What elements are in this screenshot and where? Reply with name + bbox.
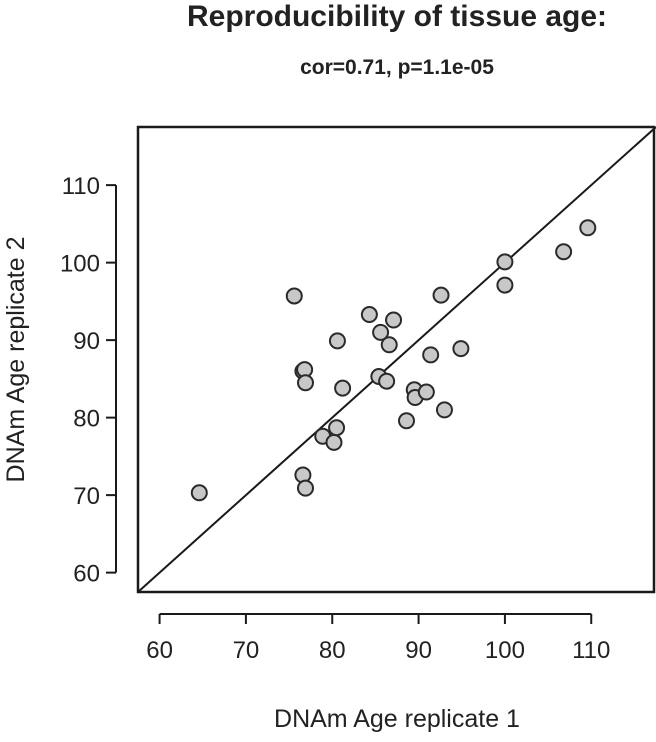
data-point: [417, 383, 435, 401]
data-point: [435, 401, 453, 419]
data-point: [422, 346, 440, 364]
y-tick-label: 90: [73, 328, 100, 355]
data-point: [380, 336, 398, 354]
y-axis: 60 70 80 90 100 110: [60, 173, 117, 588]
data-point: [432, 286, 450, 304]
y-tick-label: 100: [60, 251, 100, 278]
y-tick-label: 70: [73, 483, 100, 510]
data-point: [285, 287, 303, 305]
identity-reference-line: [137, 126, 656, 593]
x-tick-label: 100: [485, 637, 525, 664]
x-axis-label: DNAm Age replicate 1: [274, 705, 520, 733]
data-point: [496, 276, 514, 294]
y-tick-label: 110: [62, 173, 100, 200]
data-point: [397, 412, 415, 430]
chart-title: Reproducibility of tissue age:: [187, 0, 607, 33]
data-point: [378, 372, 396, 390]
data-point: [190, 484, 208, 502]
x-tick-label: 90: [405, 637, 432, 664]
data-point: [328, 332, 346, 350]
y-tick-label: 60: [73, 561, 100, 588]
data-point: [452, 340, 470, 358]
x-tick-label: 70: [233, 637, 260, 664]
data-point: [372, 323, 390, 341]
x-tick-label: 110: [572, 637, 610, 664]
x-tick-label: 60: [146, 637, 173, 664]
data-point: [296, 374, 314, 392]
data-point: [328, 419, 346, 437]
data-point: [579, 219, 597, 237]
data-point: [385, 311, 403, 329]
y-tick-label: 80: [73, 406, 100, 433]
data-point: [334, 379, 352, 397]
data-point: [325, 433, 343, 451]
chart-subtitle: cor=0.71, p=1.1e-05: [300, 56, 494, 79]
data-points: [190, 219, 597, 502]
x-axis: 60 70 80 90 100 110: [146, 613, 610, 664]
y-axis-label: DNAm Age replicate 2: [2, 237, 30, 483]
data-point: [360, 306, 378, 324]
data-point: [555, 243, 573, 261]
data-point: [496, 253, 514, 271]
x-tick-label: 80: [319, 637, 346, 664]
plot-frame: [136, 125, 656, 594]
data-point: [296, 479, 314, 497]
